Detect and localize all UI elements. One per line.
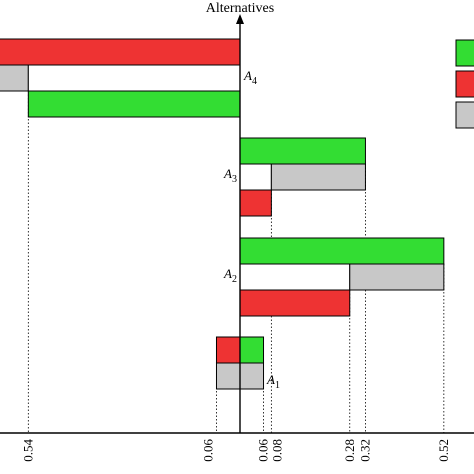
bars-group (0, 38, 445, 390)
alternative-label-a3: A3 (223, 166, 237, 185)
alternative-label-a1: A1 (266, 372, 280, 391)
tick-label: 0.06 (256, 439, 271, 462)
alternative-label-a2: A2 (223, 266, 237, 285)
bar-a3-row1-seg1 (239, 137, 366, 165)
tick-label: 0.08 (269, 439, 284, 462)
bar-a3-row3-seg1 (239, 189, 272, 217)
bar-a2-row1-seg1 (239, 237, 445, 265)
legend-swatch-green (455, 39, 474, 67)
legend-swatch-red (455, 70, 474, 98)
legend-swatch-gray (455, 101, 474, 129)
bar-a3-row2-seg2 (270, 163, 366, 191)
bar-a3-row2-seg1 (239, 163, 272, 191)
tick-label: 0.06 (200, 439, 215, 462)
bar-a1-row1-seg2 (239, 336, 265, 364)
alternative-labels: A1 A2 A3 A4 (223, 68, 280, 391)
axes-group: Alternatives (0, 1, 474, 434)
tick-label: 0.32 (357, 439, 372, 462)
tick-labels: 0.54 0.06 0.060.08 0.28 0.32 0.52 (20, 439, 451, 462)
tick-label: 0.52 (436, 439, 451, 462)
bar-a4-row2-seg2 (27, 64, 241, 92)
bar-a1-row1-seg1 (215, 336, 241, 364)
bar-a2-row2-seg1 (239, 263, 351, 291)
bar-a2-row3-seg1 (239, 289, 351, 317)
bar-a4-row2-seg1 (0, 64, 29, 92)
y-axis-title: Alternatives (206, 1, 274, 16)
bar-a4-row3-seg1 (27, 90, 241, 118)
bar-a2-row2-seg2 (349, 263, 445, 291)
y-axis-arrow (236, 14, 244, 24)
alternative-label-a4: A4 (243, 68, 257, 87)
tick-label: 0.54 (20, 439, 35, 462)
tick-label: 0.28 (342, 439, 357, 462)
bar-a4-row1-seg1 (0, 38, 241, 66)
legend (455, 39, 474, 129)
